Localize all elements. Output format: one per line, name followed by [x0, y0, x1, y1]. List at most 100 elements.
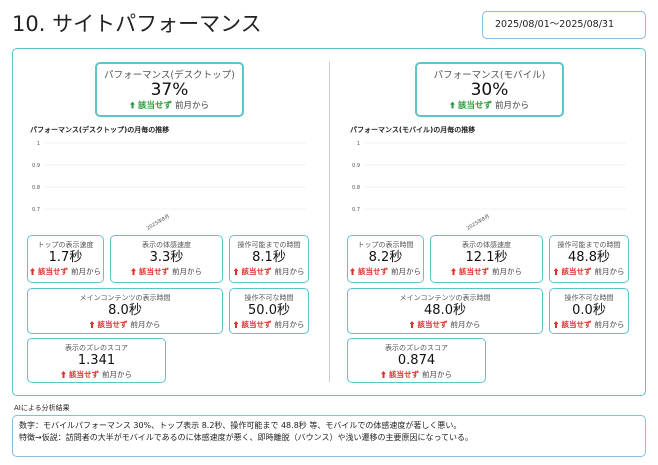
card-label: トップの表示速度 — [37, 241, 94, 249]
card-value: 1.7秒 — [48, 250, 83, 265]
metric-card: 表示のズレのスコア 1.341 該当せず 前月から — [27, 338, 166, 383]
arrow-icon — [61, 371, 66, 378]
change-status: 該当せず — [97, 320, 128, 329]
card-value: 37% — [150, 80, 189, 100]
y-tick-label: 0.9 — [32, 163, 40, 169]
arrow-icon — [233, 321, 239, 328]
y-tick-label: 0.7 — [32, 207, 40, 213]
change: 該当せず 前月から — [431, 266, 542, 277]
card-value: 30% — [470, 80, 509, 100]
arrow-icon — [449, 101, 455, 109]
card-value: 3.3秒 — [149, 250, 184, 265]
change-status: 該当せず — [561, 267, 592, 276]
change-status: 該当せず — [389, 370, 419, 379]
card-label: 表示の体感速度 — [462, 241, 511, 249]
divider — [329, 62, 330, 382]
card-label: トップの表示時間 — [357, 241, 414, 249]
arrow-icon — [451, 268, 456, 275]
card-label: 操作不可な時間 — [564, 294, 614, 302]
change-status: 該当せず — [457, 101, 492, 111]
change-status: 該当せず — [459, 267, 489, 276]
change: 該当せず 前月から — [97, 99, 242, 111]
change: 該当せず 前月から — [550, 319, 628, 330]
change-status: 該当せず — [241, 267, 272, 276]
metric-card: トップの表示速度 1.7秒該当せず 前月から — [27, 235, 104, 283]
card-label: 表示のズレのスコア — [65, 344, 128, 352]
arrow-icon — [350, 268, 355, 275]
change-status: 該当せず — [38, 267, 68, 276]
change-suffix: 前月から — [274, 320, 305, 329]
change-suffix: 前月から — [594, 320, 625, 329]
change-suffix: 前月から — [102, 370, 132, 379]
metric-card: 操作可能までの時間 48.8秒 該当せず 前月から — [549, 235, 629, 283]
metric-card: メインコンテンツの表示時間 48.0秒 該当せず 前月から — [347, 288, 543, 334]
metric-card: トップの表示時間 8.2秒 該当せず 前月から — [347, 235, 424, 283]
y-tick-label: 0.8 — [352, 185, 360, 191]
change-suffix: 前月から — [492, 267, 522, 276]
change-suffix: 前月から — [175, 101, 210, 111]
y-tick-label: 0.8 — [32, 185, 40, 191]
arrow-icon — [553, 268, 559, 275]
card-value: 8.0秒 — [108, 303, 142, 318]
change-suffix: 前月から — [274, 267, 305, 276]
x-tick-label: 2025年8月 — [145, 213, 171, 230]
change: 該当せず 前月から — [111, 266, 222, 277]
ai-line: 特徴→仮説：訪問者の大半がモバイルであるのに体感速度が悪く、即時離脱（バウンス）… — [19, 433, 474, 442]
arrow-icon — [233, 268, 239, 275]
ai-title: AIによる分析結果 — [14, 404, 70, 412]
change-status: 該当せず — [69, 370, 99, 379]
arrow-icon — [30, 268, 35, 275]
metric-card: 操作可能までの時間 8.1秒 該当せず 前月から — [229, 235, 309, 283]
card-label: 操作可能までの時間 — [237, 241, 301, 249]
card-label: メインコンテンツの表示時間 — [399, 294, 491, 302]
change-suffix: 前月から — [130, 320, 161, 329]
card-value: 1.341 — [77, 353, 116, 368]
arrow-icon — [381, 371, 386, 378]
card-value: 8.2秒 — [368, 250, 403, 265]
y-tick-label: 0.9 — [352, 163, 360, 169]
metric-card: メインコンテンツの表示時間 8.0秒該当せず 前月から — [27, 288, 223, 334]
ai-box: 数字：モバイルパフォーマンス 30%、トップ表示 8.2秒、操作可能まで 48.… — [12, 415, 646, 457]
date-range[interactable]: 2025/08/01～2025/08/31 — [482, 11, 646, 39]
change: 該当せず 前月から — [28, 369, 165, 380]
chart-title: パフォーマンス(デスクトップ)の月毎の推移 — [30, 126, 170, 134]
change-suffix: 前月から — [391, 267, 421, 276]
card-label: パフォーマンス(モバイル) — [433, 70, 546, 81]
change-suffix: 前月から — [71, 267, 101, 276]
change: 該当せず 前月から — [417, 99, 562, 111]
y-tick-label: 1 — [357, 141, 360, 147]
arrow-icon — [553, 321, 559, 328]
change-status: 該当せず — [561, 320, 592, 329]
arrow-icon — [409, 321, 415, 328]
card-label: メインコンテンツの表示時間 — [79, 294, 171, 302]
y-tick-label: 1 — [37, 141, 40, 147]
ai-line: 数字：モバイルパフォーマンス 30%、トップ表示 8.2秒、操作可能まで 48.… — [19, 421, 462, 430]
change-status: 該当せず — [417, 320, 448, 329]
metric-card: 操作不可な時間 0.0秒 該当せず 前月から — [549, 288, 629, 334]
metric-card: 表示の体感速度 3.3秒 該当せず 前月から — [110, 235, 223, 283]
card-label: パフォーマンス(デスクトップ) — [104, 70, 235, 81]
change-status: 該当せず — [139, 267, 169, 276]
card-value: 48.0秒 — [424, 303, 466, 318]
metric-card: 表示の体感速度 12.1秒 該当せず 前月から — [430, 235, 543, 283]
page-title: 10. サイトパフォーマンス — [12, 12, 262, 36]
change: 該当せず 前月から — [348, 369, 485, 380]
chart: 1 0.9 0.8 0.7 2025年8月 — [352, 141, 626, 230]
card-value: 48.8秒 — [568, 250, 610, 265]
change-suffix: 前月から — [422, 370, 452, 379]
arrow-icon — [131, 268, 136, 275]
card-value: 0.0秒 — [572, 303, 606, 318]
card-value: 0.874 — [397, 353, 436, 368]
card-label: 表示の体感速度 — [142, 241, 191, 249]
summary-card: パフォーマンス(デスクトップ) 37% 該当せず 前月から — [95, 62, 244, 117]
change-suffix: 前月から — [594, 267, 625, 276]
change: 該当せず 前月から — [550, 266, 628, 277]
card-value: 50.0秒 — [248, 303, 290, 318]
change: 該当せず 前月から — [230, 266, 308, 277]
card-value: 8.1秒 — [252, 250, 286, 265]
change: 該当せず 前月から — [230, 319, 308, 330]
x-tick-label: 2025年8月 — [465, 213, 491, 230]
chart: 1 0.9 0.8 0.7 2025年8月 — [32, 141, 306, 230]
card-label: 表示のズレのスコア — [385, 344, 448, 352]
